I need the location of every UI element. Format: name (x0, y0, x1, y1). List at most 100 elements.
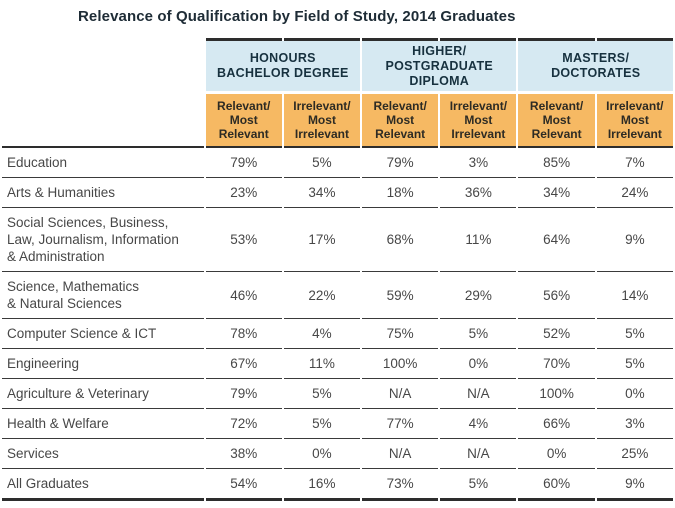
table-row-agriculture-veterinary: Agriculture & Veterinary 79% 5% N/A N/A … (2, 379, 673, 409)
value-cell: 56% (518, 272, 595, 319)
value-cell: 0% (518, 439, 595, 469)
value-cell: N/A (440, 439, 517, 469)
row-label: Agriculture & Veterinary (2, 379, 204, 409)
value-cell: 11% (283, 349, 361, 379)
value-cell: 64% (518, 208, 595, 272)
row-label: Services (2, 439, 204, 469)
value-cell: 5% (596, 319, 673, 349)
corner-spacer (2, 41, 204, 94)
row-label: Computer Science & ICT (2, 319, 204, 349)
value-cell: 24% (596, 178, 673, 208)
value-cell: 16% (283, 469, 361, 501)
group-header-honours-bachelor: HONOURS BACHELOR DEGREE (205, 41, 361, 94)
subcolumn-header-irrelevant: Irrelevant/ Most Irrelevant (596, 94, 673, 148)
table-row-science-mathematics: Science, Mathematics & Natural Sciences … (2, 272, 673, 319)
value-cell: N/A (440, 379, 517, 409)
top-border-segment (205, 38, 282, 41)
value-cell: 11% (440, 208, 517, 272)
value-cell: 77% (362, 409, 439, 439)
value-cell: 9% (596, 469, 673, 501)
subcolumn-header-relevant: Relevant/ Most Relevant (205, 94, 282, 148)
value-cell: 36% (440, 178, 517, 208)
value-cell: 34% (283, 178, 361, 208)
value-cell: 60% (518, 469, 595, 501)
top-border-segment (440, 38, 517, 41)
row-label: Education (2, 148, 204, 178)
subcolumn-header-irrelevant: Irrelevant/ Most Irrelevant (283, 94, 361, 148)
group-header-row: HONOURS BACHELOR DEGREE HIGHER/ POSTGRAD… (2, 41, 673, 94)
value-cell: N/A (362, 439, 439, 469)
value-cell: 59% (362, 272, 439, 319)
value-cell: 53% (205, 208, 282, 272)
value-cell: 22% (283, 272, 361, 319)
value-cell: 5% (440, 469, 517, 501)
page-title: Relevance of Qualification by Field of S… (78, 8, 516, 25)
group-header-postgraduate-diploma: HIGHER/ POSTGRADUATE DIPLOMA (362, 41, 517, 94)
value-cell: 3% (596, 409, 673, 439)
value-cell: 70% (518, 349, 595, 379)
value-cell: 100% (362, 349, 439, 379)
table-row-services: Services 38% 0% N/A N/A 0% 25% (2, 439, 673, 469)
value-cell: 5% (283, 148, 361, 178)
table-row-arts-humanities: Arts & Humanities 23% 34% 18% 36% 34% 24… (2, 178, 673, 208)
value-cell: 34% (518, 178, 595, 208)
row-label: Engineering (2, 349, 204, 379)
value-cell: 0% (596, 379, 673, 409)
value-cell: 4% (283, 319, 361, 349)
value-cell: 0% (283, 439, 361, 469)
top-border-segment (596, 38, 673, 41)
table-row-computer-science-ict: Computer Science & ICT 78% 4% 75% 5% 52%… (2, 319, 673, 349)
row-label: All Graduates (2, 469, 204, 501)
group-header-masters-doctorates: MASTERS/ DOCTORATES (518, 41, 673, 94)
value-cell: 5% (283, 379, 361, 409)
value-cell: 52% (518, 319, 595, 349)
value-cell: 73% (362, 469, 439, 501)
value-cell: 0% (440, 349, 517, 379)
value-cell: 72% (205, 409, 282, 439)
value-cell: 25% (596, 439, 673, 469)
subcolumn-header-relevant: Relevant/ Most Relevant (518, 94, 595, 148)
value-cell: 68% (362, 208, 439, 272)
value-cell: 18% (362, 178, 439, 208)
value-cell: 38% (205, 439, 282, 469)
row-label: Health & Welfare (2, 409, 204, 439)
value-cell: 54% (205, 469, 282, 501)
subheader-row: Relevant/ Most Relevant Irrelevant/ Most… (2, 94, 673, 148)
value-cell: 5% (283, 409, 361, 439)
row-label: Social Sciences, Business, Law, Journali… (2, 208, 204, 272)
table-row-education: Education 79% 5% 79% 3% 85% 7% (2, 148, 673, 178)
top-border-segment (362, 38, 439, 41)
value-cell: 5% (440, 319, 517, 349)
value-cell: 67% (205, 349, 282, 379)
value-cell: 5% (596, 349, 673, 379)
value-cell: 7% (596, 148, 673, 178)
value-cell: 79% (205, 148, 282, 178)
value-cell: 3% (440, 148, 517, 178)
table-row-all-graduates: All Graduates 54% 16% 73% 5% 60% 9% (2, 469, 673, 501)
value-cell: 23% (205, 178, 282, 208)
value-cell: 9% (596, 208, 673, 272)
value-cell: 75% (362, 319, 439, 349)
value-cell: 79% (362, 148, 439, 178)
value-cell: 85% (518, 148, 595, 178)
row-label: Science, Mathematics & Natural Sciences (2, 272, 204, 319)
value-cell: 14% (596, 272, 673, 319)
value-cell: 46% (205, 272, 282, 319)
subcolumn-header-relevant: Relevant/ Most Relevant (362, 94, 439, 148)
value-cell: 79% (205, 379, 282, 409)
table-row-engineering: Engineering 67% 11% 100% 0% 70% 5% (2, 349, 673, 379)
value-cell: 29% (440, 272, 517, 319)
subcolumn-header-irrelevant: Irrelevant/ Most Irrelevant (440, 94, 517, 148)
value-cell: 4% (440, 409, 517, 439)
relevance-table: HONOURS BACHELOR DEGREE HIGHER/ POSTGRAD… (0, 38, 675, 501)
value-cell: 100% (518, 379, 595, 409)
value-cell: N/A (362, 379, 439, 409)
table-row-social-sciences: Social Sciences, Business, Law, Journali… (2, 208, 673, 272)
value-cell: 17% (283, 208, 361, 272)
row-label-header (2, 94, 204, 148)
table-row-health-welfare: Health & Welfare 72% 5% 77% 4% 66% 3% (2, 409, 673, 439)
row-label: Arts & Humanities (2, 178, 204, 208)
value-cell: 78% (205, 319, 282, 349)
header-top-border-row (2, 38, 673, 41)
